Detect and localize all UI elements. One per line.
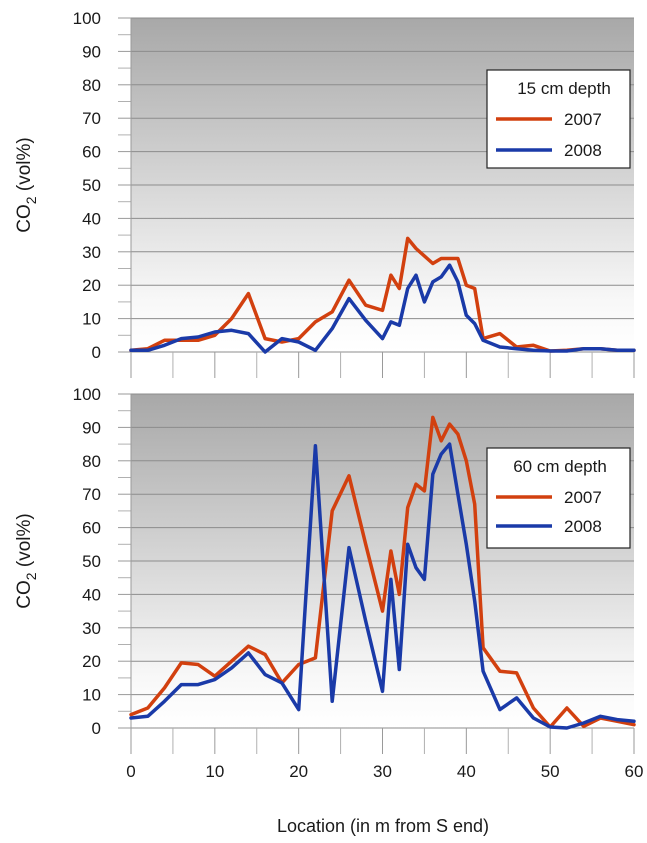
- x-tick-label: 30: [373, 762, 392, 781]
- y-tick-label: 0: [92, 343, 101, 362]
- legend: 15 cm depth 2007 2008: [486, 69, 631, 169]
- y-tick-label: 70: [82, 485, 101, 504]
- y-tick-label: 100: [73, 385, 101, 404]
- y-tick-label: 10: [82, 686, 101, 705]
- series-line-2007: [129, 415, 636, 729]
- y-tick-label: 90: [82, 42, 101, 61]
- panel-15cm: 0 10 20 30 40 50 60 70 80 90 100 CO2 (vol%) 15 cm …: [14, 9, 636, 378]
- legend-title: 60 cm depth: [513, 457, 607, 476]
- grid-lines: [131, 17, 634, 353]
- y-tick-label: 20: [82, 276, 101, 295]
- x-tick-label: 0: [126, 762, 135, 781]
- y-tick-label: 70: [82, 109, 101, 128]
- legend-label-2008: 2008: [564, 517, 602, 536]
- y-tick-label: 10: [82, 310, 101, 329]
- x-axis: [130, 352, 635, 378]
- y-tick-label: 80: [82, 76, 101, 95]
- y-axis-label: CO2 (vol%): [14, 513, 39, 608]
- legend-label-2008: 2008: [564, 141, 602, 160]
- series-line-2007: [129, 236, 636, 353]
- x-axis-title: Location (in m from S end): [277, 816, 489, 836]
- x-axis: 0 10 20 30 40 50 60: [126, 728, 643, 781]
- y-tick-label: 20: [82, 652, 101, 671]
- y-tick-label: 60: [82, 519, 101, 538]
- x-tick-label: 20: [289, 762, 308, 781]
- y-tick-label: 40: [82, 585, 101, 604]
- legend-label-2007: 2007: [564, 110, 602, 129]
- y-axis: 0 10 20 30 40 50 60 70 80 90 100: [73, 385, 132, 738]
- y-axis-label: CO2 (vol%): [14, 137, 39, 232]
- y-tick-label: 50: [82, 552, 101, 571]
- y-tick-label: 40: [82, 209, 101, 228]
- y-tick-label: 90: [82, 418, 101, 437]
- y-tick-label: 80: [82, 452, 101, 471]
- x-tick-label: 40: [457, 762, 476, 781]
- legend-title: 15 cm depth: [517, 79, 611, 98]
- legend: 60 cm depth 2007 2008: [486, 447, 631, 549]
- y-tick-label: 0: [92, 719, 101, 738]
- y-tick-label: 30: [82, 619, 101, 638]
- series-line-2008: [129, 263, 636, 354]
- legend-label-2007: 2007: [564, 488, 602, 507]
- series-line-2008: [129, 442, 636, 730]
- series-lines: [129, 236, 636, 354]
- y-tick-label: 100: [73, 9, 101, 28]
- series-lines: [129, 415, 636, 730]
- panel-60cm: 0 10 20 30 40 50 60 70 80 90 100 0 10 20 30 40 50 60 CO2…: [14, 385, 643, 836]
- y-axis: 0 10 20 30 40 50 60 70 80 90 100: [73, 9, 132, 362]
- x-tick-label: 60: [625, 762, 644, 781]
- x-tick-label: 50: [541, 762, 560, 781]
- x-tick-label: 10: [205, 762, 224, 781]
- y-tick-label: 30: [82, 243, 101, 262]
- y-tick-label: 60: [82, 143, 101, 162]
- y-tick-label: 50: [82, 176, 101, 195]
